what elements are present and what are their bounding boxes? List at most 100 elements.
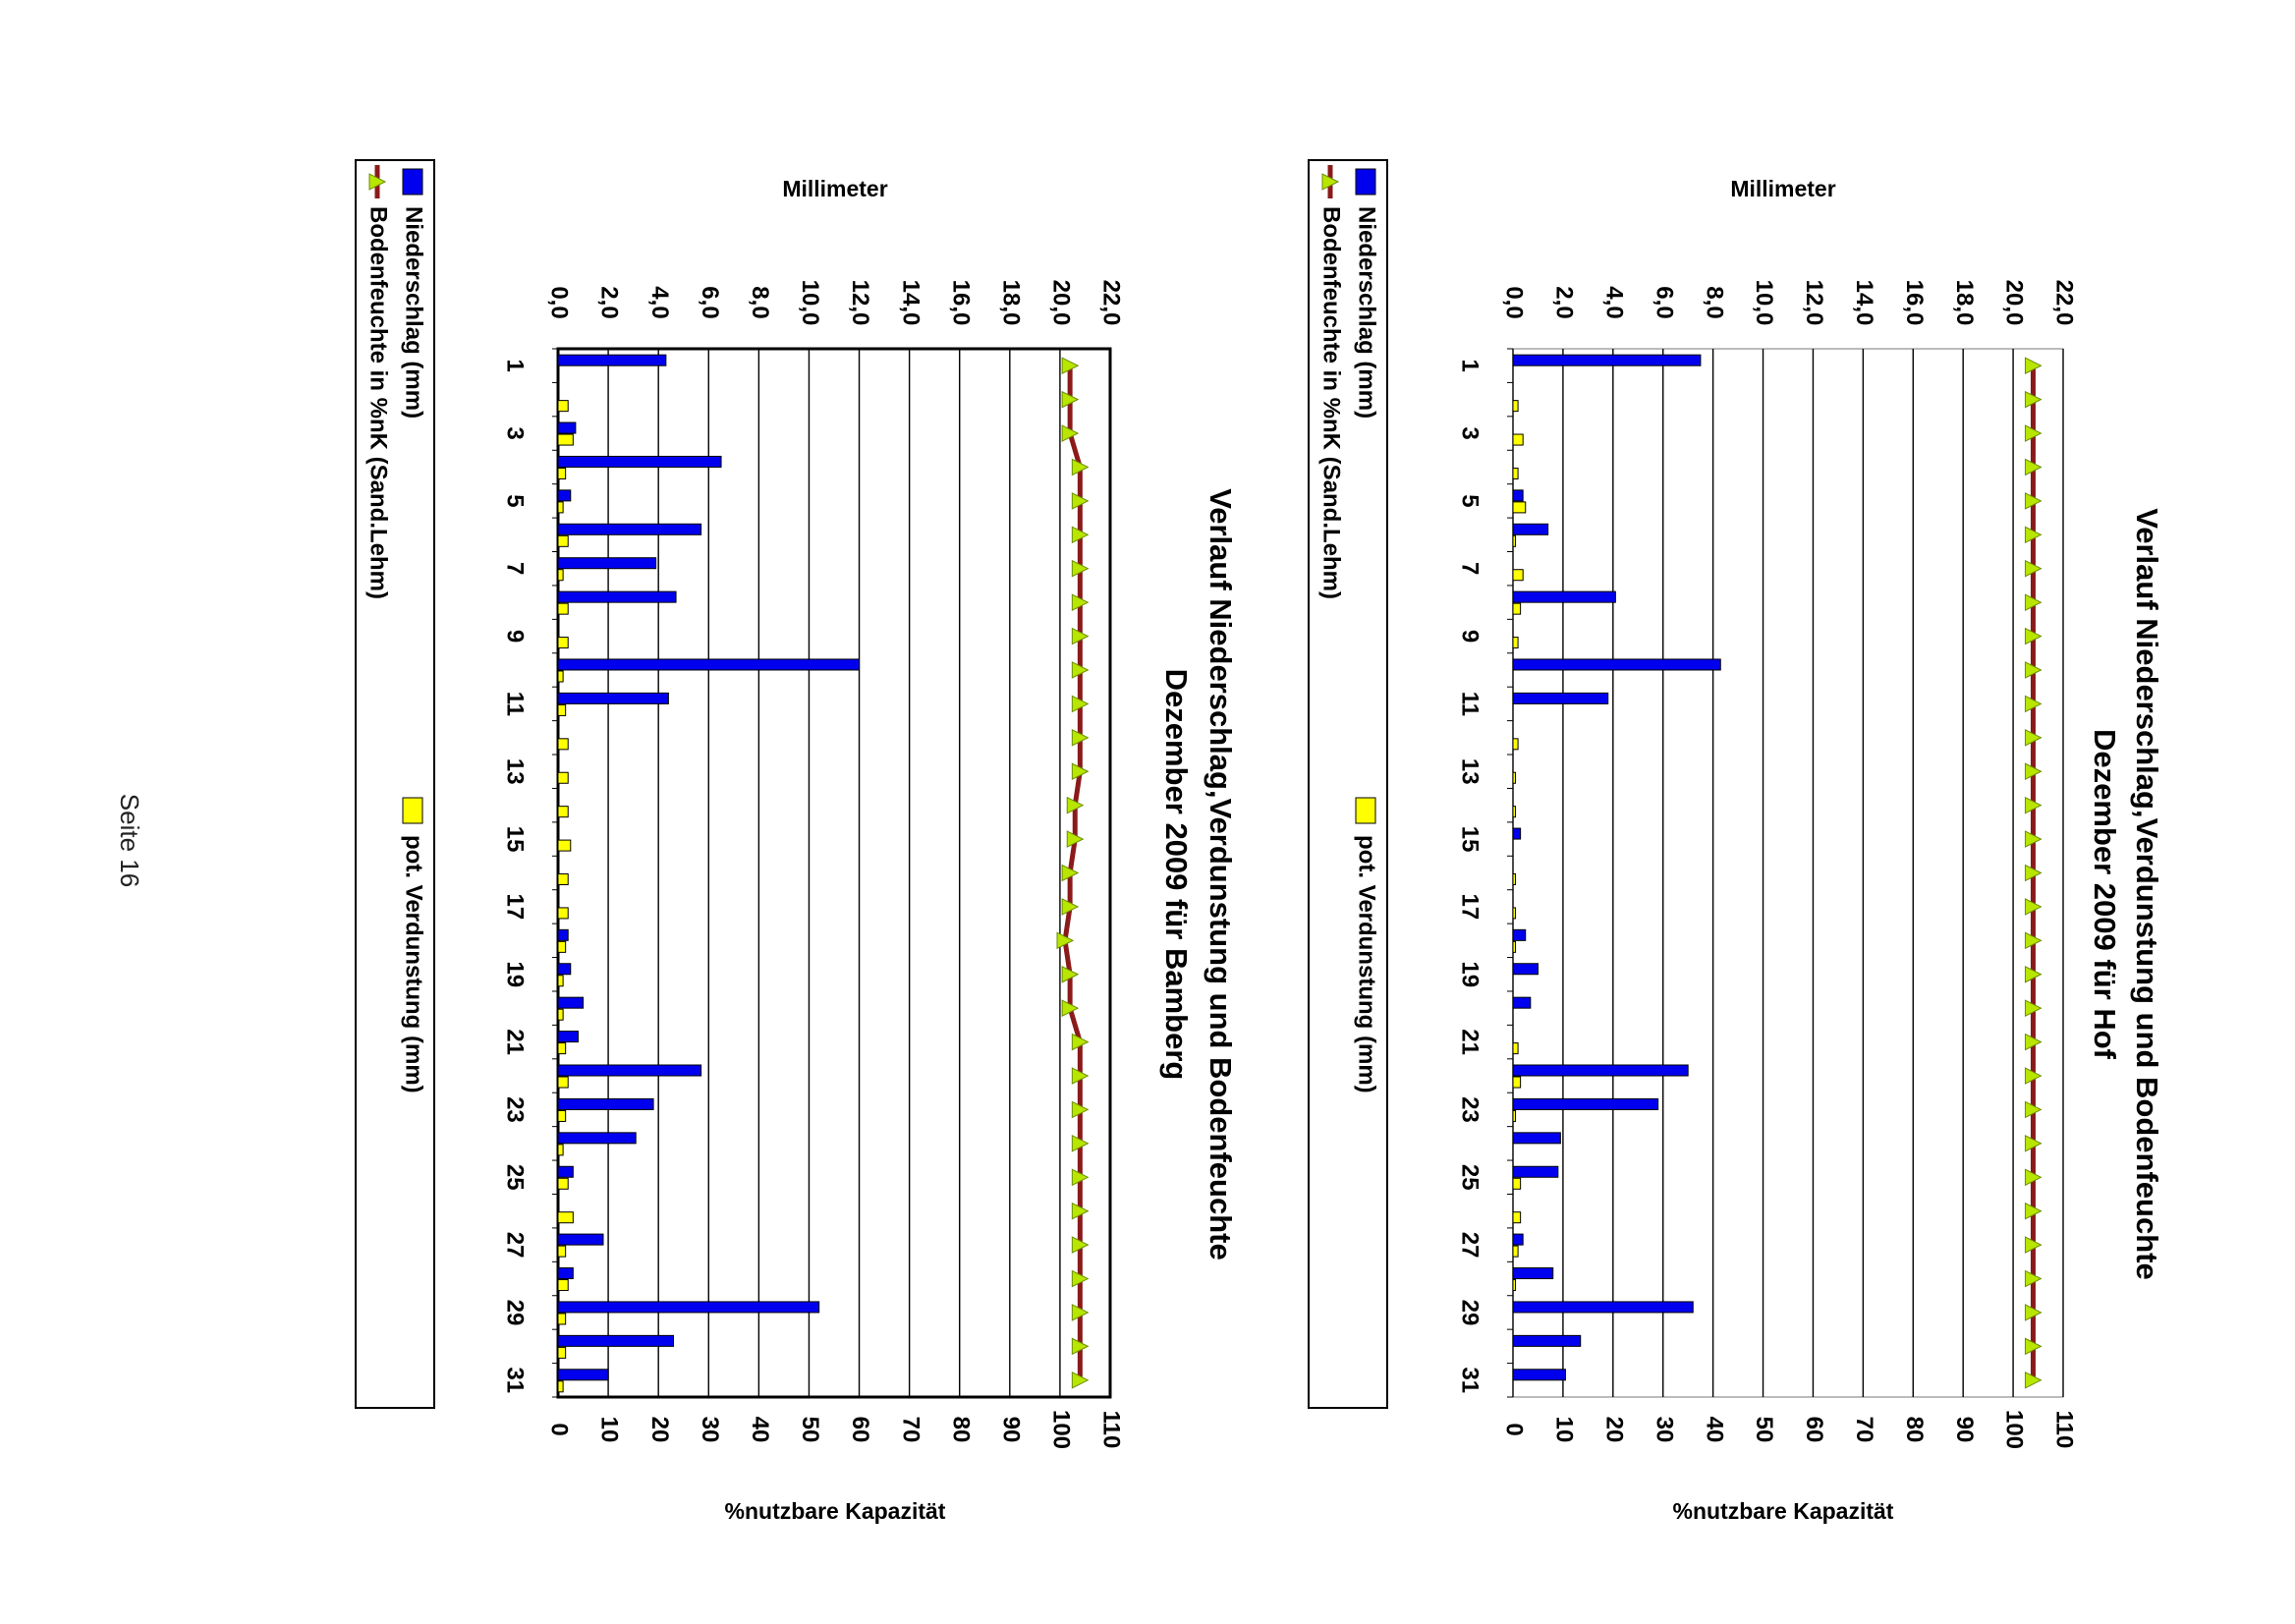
bodenfeuchte-point [1061,357,1080,375]
mm-tick-label: 22,0 [2051,280,2078,326]
mm-tick-label: 22,0 [1098,280,1125,326]
legend-marker-bodenfeuchte [1321,173,1340,191]
niederschlag-bar [1512,692,1609,704]
niederschlag-bar [1512,590,1616,603]
bodenfeuchte-point [1061,965,1080,983]
verdunstung-bar [557,771,569,784]
niederschlag-bar [1512,1301,1694,1314]
niederschlag-bar [1512,523,1549,535]
bodenfeuchte-point [2024,830,2043,848]
day-tick-label: 19 [502,961,529,987]
mm-tick-label: 8,0 [747,286,773,318]
day-tick-label: 17 [1457,894,1483,921]
bodenfeuchte-point [2024,1100,2043,1119]
bodenfeuchte-point [2024,864,2043,882]
bodenfeuchte-point [2024,1236,2043,1254]
pct-tick-label: 100 [1048,1410,1075,1449]
pct-tick-label: 30 [697,1417,723,1443]
pct-tick-label: 40 [1701,1417,1727,1443]
mm-tick-label: 16,0 [947,280,974,326]
legend-box [355,159,435,1409]
verdunstung-bar [557,1008,564,1021]
bodenfeuchte-point [1056,931,1075,950]
day-tick-label: 11 [1457,692,1483,716]
verdunstung-bar [557,907,569,920]
niederschlag-bar [557,523,702,535]
day-tick-label: 9 [502,630,529,643]
verdunstung-bar [1512,1076,1522,1089]
day-tick-label: 5 [502,494,529,507]
pct-tick-label: 30 [1651,1417,1677,1443]
mm-tick-label: 20,0 [2001,280,2028,326]
bodenfeuchte-point [2024,796,2043,814]
niederschlag-bar [557,963,572,976]
niederschlag-bar [557,354,667,366]
day-tick-label: 23 [502,1096,529,1123]
bodenfeuchte-point [2024,1337,2043,1356]
day-tick-label: 29 [502,1300,529,1326]
bodenfeuchte-point [1071,1100,1090,1119]
niederschlag-bar [557,1031,579,1043]
pct-tick-label: 0 [1501,1423,1528,1435]
day-tick-label: 25 [1457,1164,1483,1191]
bodenfeuchte-point [2024,424,2043,442]
mm-tick-label: 0,0 [1501,286,1528,318]
mm-tick-label: 4,0 [646,286,673,318]
day-tick-label: 1 [1457,360,1483,372]
niederschlag-bar [1512,1369,1566,1381]
y-axis-label-mm: Millimeter [1730,176,1835,201]
day-tick-label: 25 [502,1164,529,1191]
day-tick-label: 9 [1457,630,1483,643]
verdunstung-bar [557,467,567,479]
pct-tick-label: 20 [646,1417,673,1443]
verdunstung-bar [1512,467,1519,479]
bodenfeuchte-point [1071,526,1090,544]
mm-tick-label: 6,0 [697,286,723,318]
bodenfeuchte-point [2024,898,2043,916]
plot-area [1512,348,2064,1398]
bodenfeuchte-point [1066,830,1085,848]
bodenfeuchte-point [2024,1067,2043,1085]
verdunstung-bar [557,806,569,818]
verdunstung-bar [1512,433,1524,446]
niederschlag-bar [557,421,577,434]
mm-tick-label: 16,0 [1901,280,1928,326]
bodenfeuchte-point [2024,695,2043,713]
chart-title: Verlauf Niederschlag,Verdunstung und Bod… [2130,508,2164,1279]
verdunstung-bar [557,670,564,683]
verdunstung-bar [557,738,569,751]
bodenfeuchte-point [2024,1269,2043,1288]
pct-tick-label: 40 [747,1417,773,1443]
niederschlag-bar [1512,996,1532,1009]
niederschlag-bar [1512,928,1527,941]
niederschlag-bar [557,590,677,603]
bodenfeuchte-point [2024,357,2043,375]
day-tick-label: 21 [1457,1029,1483,1055]
mm-tick-label: 14,0 [1851,280,1877,326]
niederschlag-bar [1512,827,1522,840]
pct-tick-label: 110 [1098,1411,1125,1449]
bodenfeuchte-point [2024,1202,2043,1220]
bodenfeuchte-point [2024,526,2043,544]
pct-tick-label: 90 [1951,1417,1978,1443]
mm-tick-label: 10,0 [1751,280,1777,326]
niederschlag-bar [557,658,861,671]
niederschlag-bar [557,996,585,1009]
legend-swatch-verdunstung [1355,797,1376,824]
bodenfeuchte-point [1071,1202,1090,1220]
verdunstung-bar [557,1346,567,1359]
verdunstung-bar [557,569,564,582]
legend-label-verdunstung: pot. Verdunstung (mm) [401,835,427,1093]
bodenfeuchte-point [2024,458,2043,476]
bodenfeuchte-point [1061,390,1080,409]
chart-bamberg: 0,0 2,0 4,0 6,0 8,0 10,0 12,0 14,0 16,0 18,0 20,0 2… [355,159,1238,1524]
bodenfeuchte-point [1061,424,1080,442]
pct-tick-label: 20 [1600,1417,1627,1443]
day-tick-label: 17 [502,894,529,921]
day-tick-label: 13 [1457,758,1483,785]
verdunstung-bar [557,703,567,716]
verdunstung-bar [1512,1109,1517,1122]
verdunstung-bar [1512,637,1519,649]
day-tick-label: 31 [502,1367,529,1393]
